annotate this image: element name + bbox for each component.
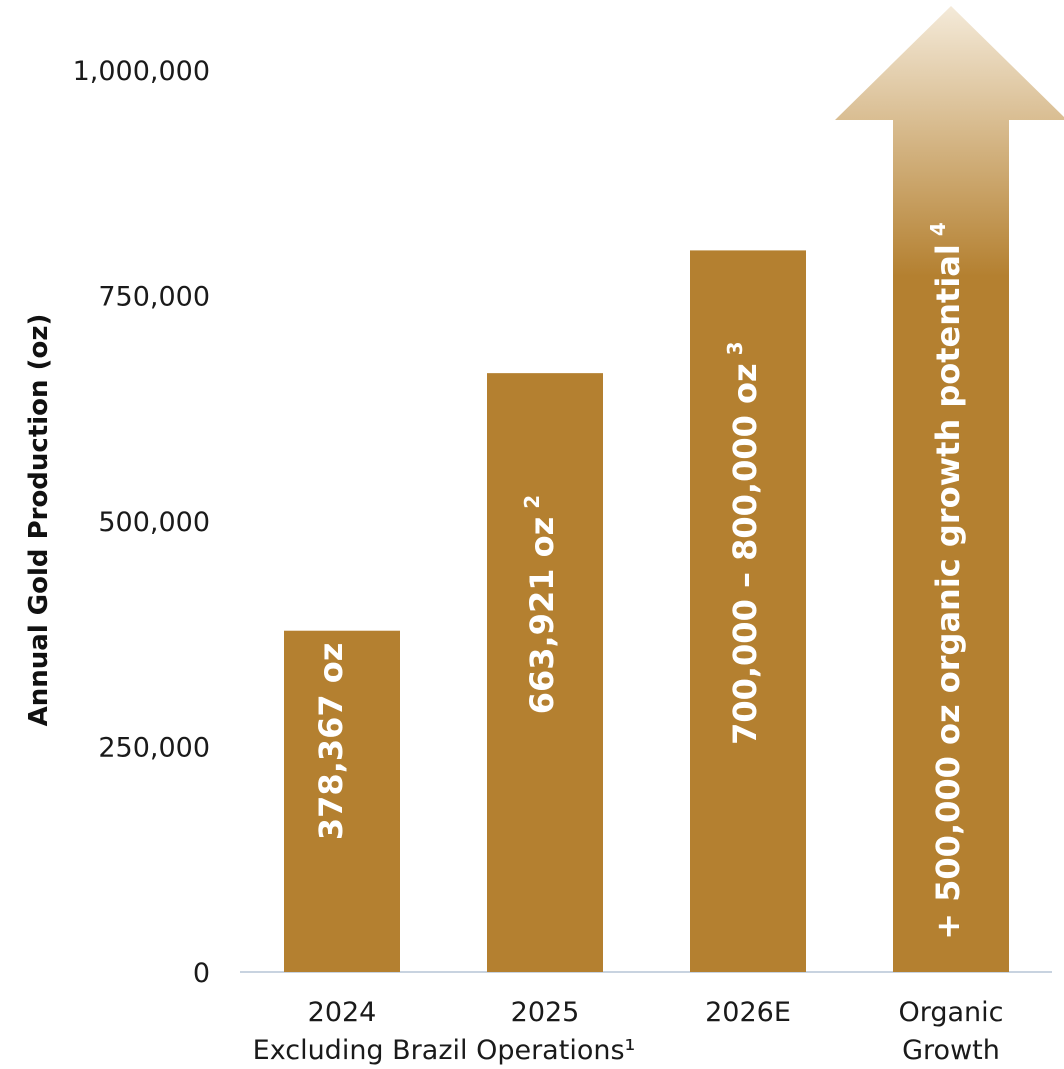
bar-value-label: + 500,000 oz organic growth potential4 xyxy=(926,222,967,940)
y-tick-label: 1,000,000 xyxy=(73,56,210,87)
bar-value-label: 663,921 oz2 xyxy=(520,495,561,714)
bar-2026e xyxy=(690,250,806,972)
x-tick-label: 2025 xyxy=(511,997,580,1028)
y-tick-label: 0 xyxy=(193,958,210,989)
growth-arrow xyxy=(835,6,1064,972)
y-tick-label: 250,000 xyxy=(98,733,210,764)
bar-2024 xyxy=(284,630,400,972)
x-tick-label: Organic xyxy=(898,997,1003,1028)
y-tick-label: 750,000 xyxy=(98,282,210,313)
bar-value-label: 378,367 oz xyxy=(312,643,350,841)
x-tick-label: 2024 xyxy=(308,997,377,1028)
y-tick-label: 500,000 xyxy=(98,507,210,538)
x-tick-label: 2026E xyxy=(705,997,791,1028)
bar-value-label: 700,000 – 800,000 oz3 xyxy=(723,341,764,744)
x-axis-note: Excluding Brazil Operations¹ xyxy=(253,1035,636,1066)
y-axis-label: Annual Gold Production (oz) xyxy=(24,314,54,727)
bar-2025 xyxy=(487,373,603,972)
x-tick-label: Growth xyxy=(902,1035,1000,1066)
